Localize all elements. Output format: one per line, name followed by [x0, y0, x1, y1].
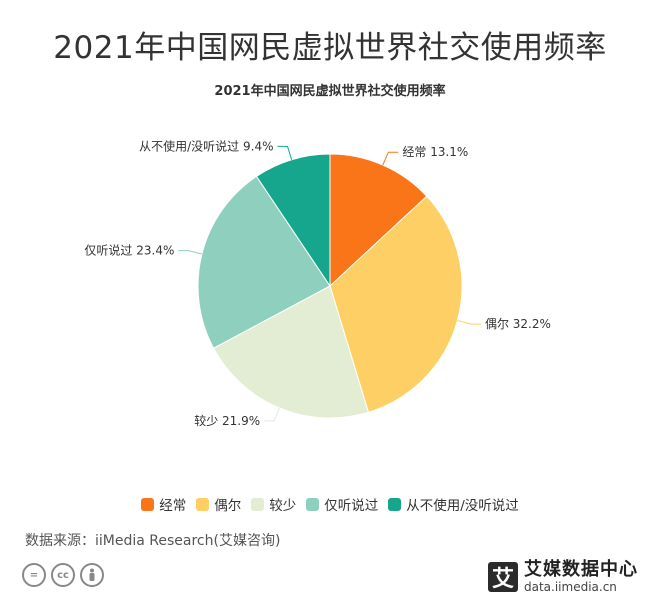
legend-swatch	[388, 497, 402, 511]
pie-leader-line	[264, 407, 280, 422]
person-icon	[80, 563, 104, 587]
legend-label: 偶尔	[214, 498, 242, 514]
legend-swatch	[141, 497, 155, 511]
chart-title: 2021年中国网民虚拟世界社交使用频率	[214, 84, 446, 99]
brand-url: data.iimedia.cn	[524, 580, 617, 594]
pie-data-label: 从不使用/没听说过 9.4%	[139, 138, 273, 153]
legend-label: 从不使用/没听说过	[406, 498, 519, 514]
chart-legend: 经常 偶尔 较少 仅听说过 从不使用/没听说过	[0, 494, 660, 514]
legend-item[interactable]: 从不使用/没听说过	[388, 494, 519, 514]
pie-slice	[197, 175, 331, 349]
pie-leader-line	[178, 250, 203, 255]
pie-leader-line	[382, 151, 399, 166]
pie-chart: 经常 13.1% 偶尔 32.2% 较少 21.9% 仅听说过 23.4% 从不使用/没…	[84, 138, 551, 428]
pie-data-label: 经常 13.1%	[402, 145, 468, 159]
pie-data-label: 较少 21.9%	[194, 413, 260, 428]
legend-label: 经常	[159, 498, 187, 514]
pie-slice	[212, 285, 370, 419]
legend-item[interactable]: 较少	[251, 494, 296, 514]
cc-icon: cc	[51, 563, 75, 587]
brand-logo: 艾 艾媒数据中心 data.iimedia.cn	[488, 560, 638, 594]
legend-item[interactable]: 经常	[141, 494, 186, 514]
legend-swatch	[251, 497, 265, 511]
pie-data-label: 偶尔 32.2%	[485, 316, 551, 331]
legend-swatch	[196, 497, 210, 511]
legend-item[interactable]: 仅听说过	[306, 494, 378, 514]
brand-mark-icon: 艾	[488, 562, 518, 592]
page-title: 2021年中国网民虚拟世界社交使用频率	[53, 30, 607, 66]
pie-leader-line	[457, 319, 481, 325]
legend-label: 较少	[269, 498, 297, 514]
legend-swatch	[306, 497, 320, 511]
pie-leader-line	[277, 145, 293, 160]
legend-label: 仅听说过	[324, 498, 379, 514]
source-note: 数据来源：iiMedia Research(艾媒咨询)	[25, 533, 281, 549]
license-icons: = cc	[22, 563, 109, 587]
pie-data-label: 仅听说过 23.4%	[84, 243, 174, 258]
brand-name: 艾媒数据中心	[524, 559, 638, 580]
pie-slice	[255, 153, 331, 288]
equals-icon: =	[22, 563, 46, 587]
legend-item[interactable]: 偶尔	[196, 494, 241, 514]
